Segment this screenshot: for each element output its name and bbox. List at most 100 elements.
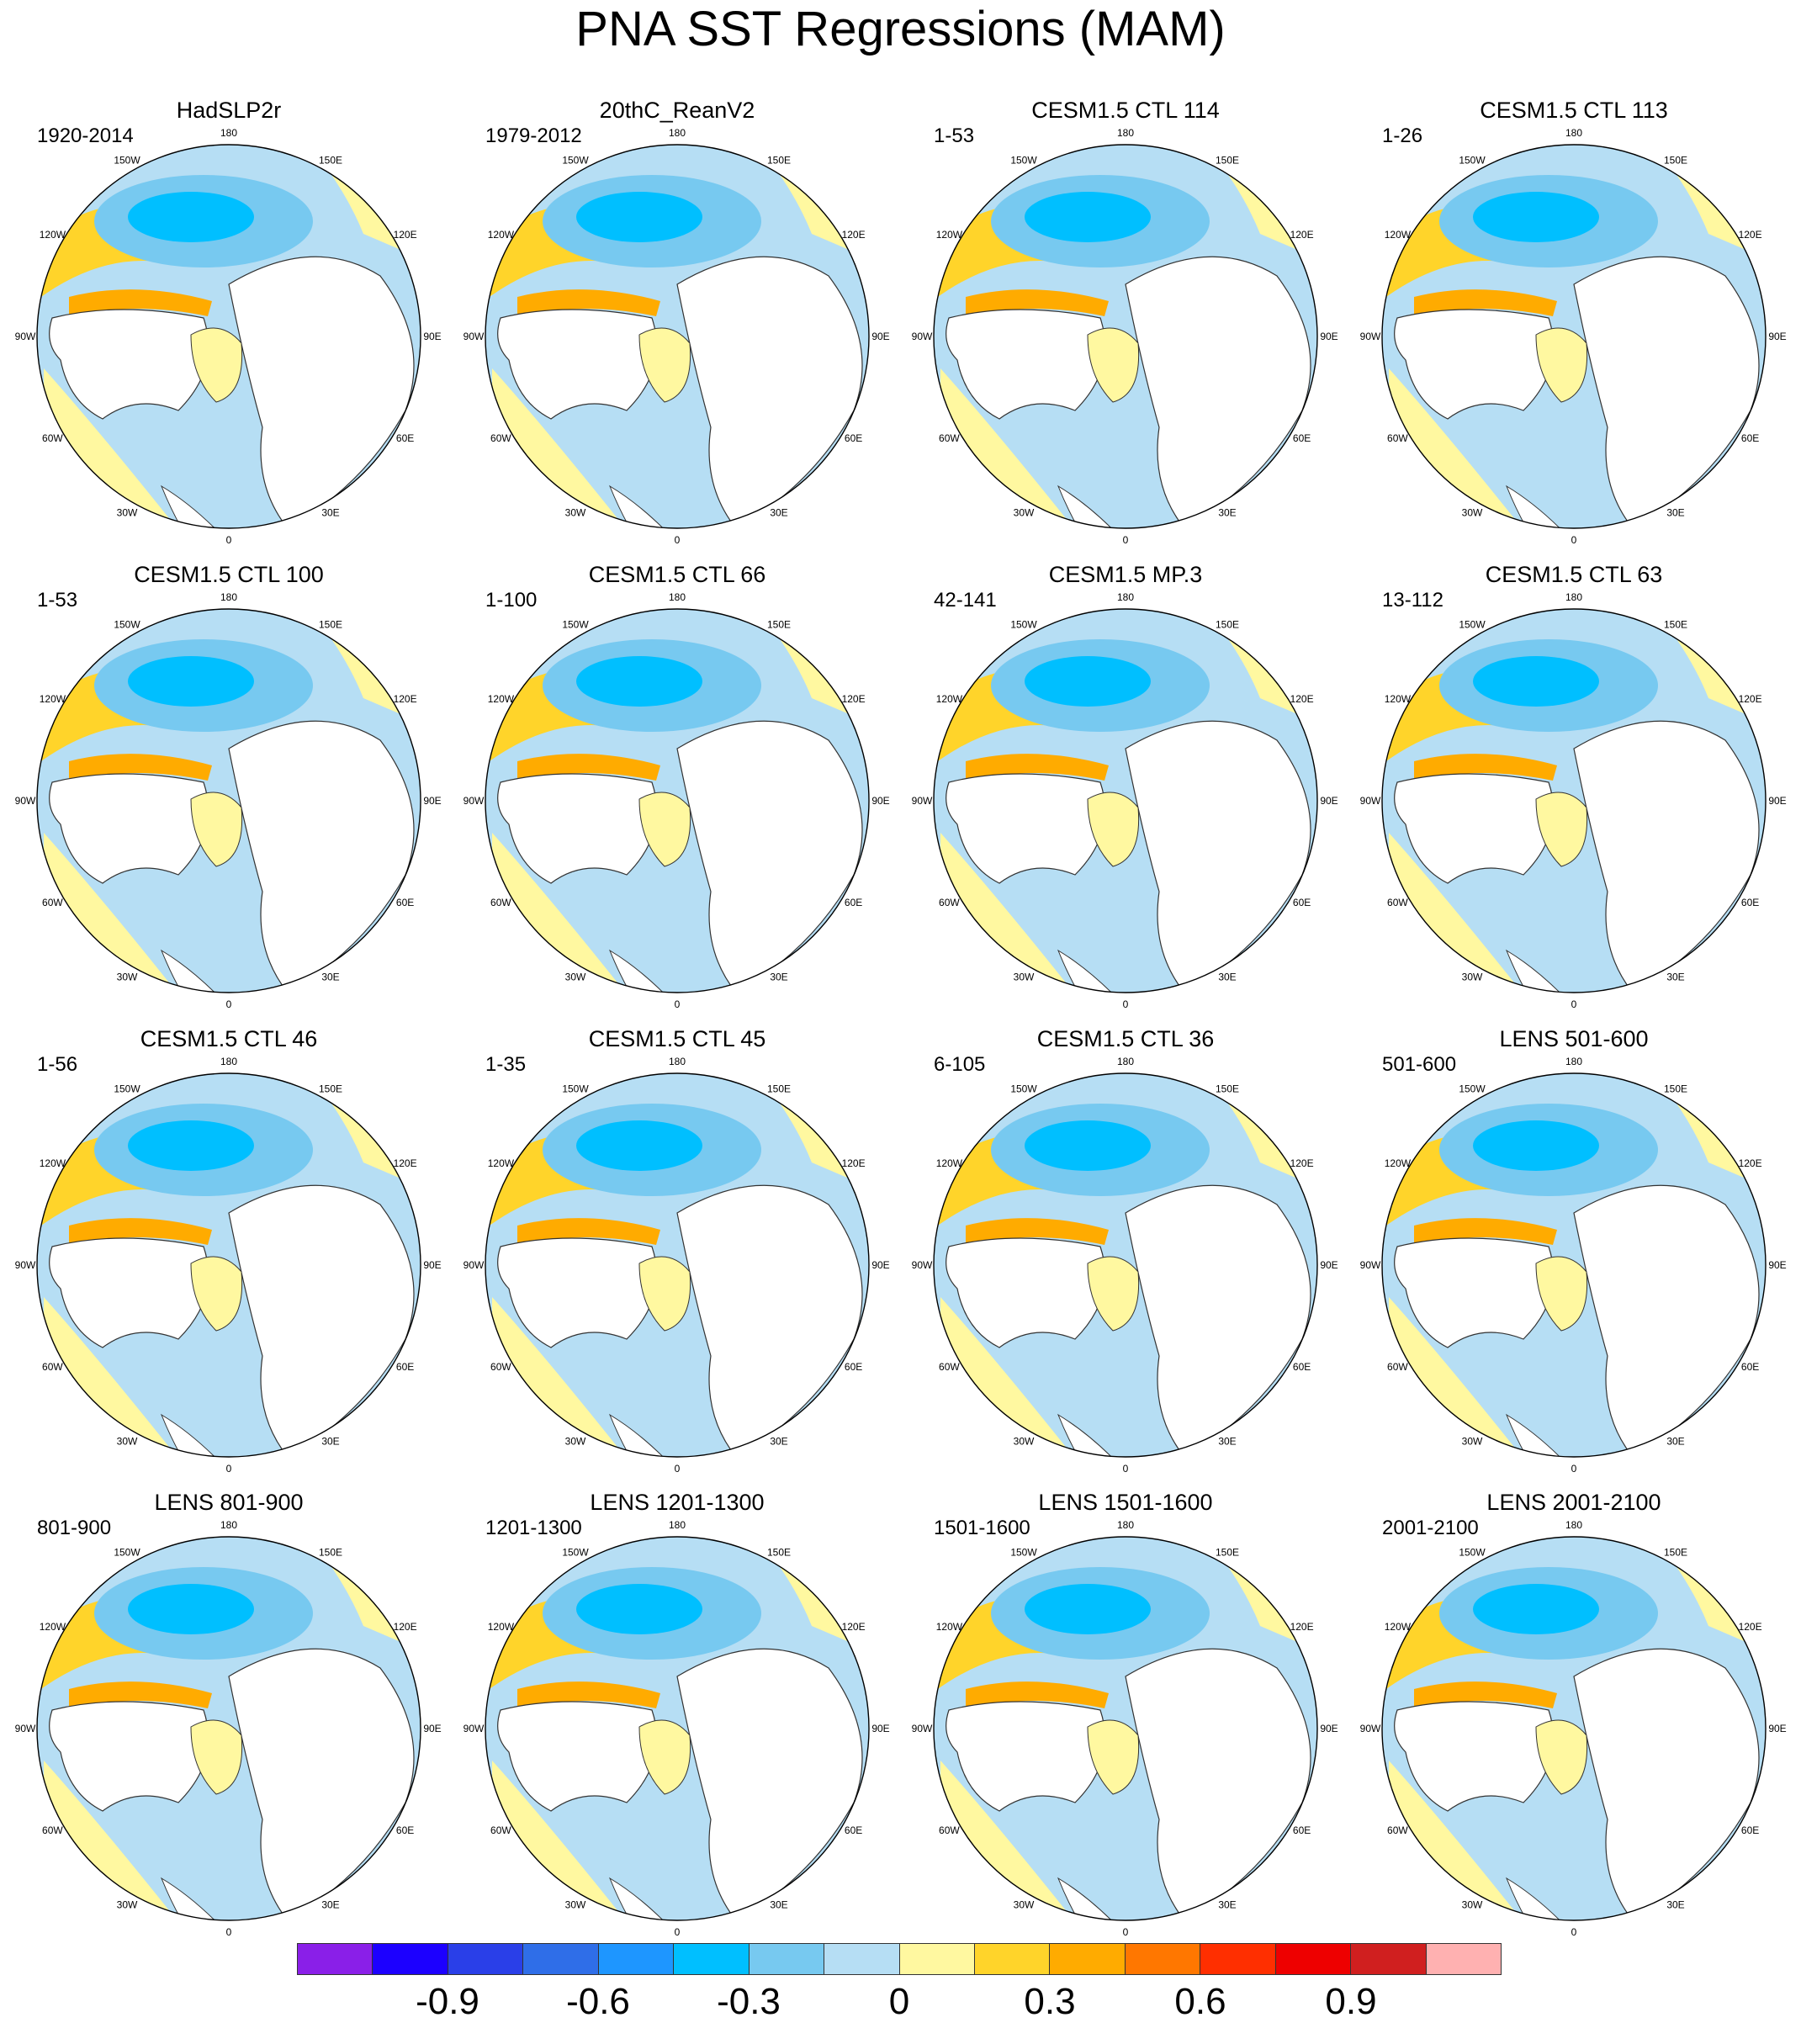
longitude-label: 30W	[1014, 972, 1035, 983]
longitude-label: 150E	[319, 154, 342, 166]
longitude-label: 60W	[42, 432, 63, 444]
longitude-label: 30E	[770, 1436, 787, 1448]
longitude-label: 150E	[1216, 1546, 1239, 1558]
longitude-label: 90W	[1360, 795, 1381, 807]
longitude-label: 120E	[1290, 693, 1314, 705]
longitude-label: 90E	[871, 1723, 889, 1734]
longitude-label: 120E	[394, 693, 417, 705]
longitude-label: 90E	[423, 795, 441, 807]
longitude-label: 90E	[423, 331, 441, 342]
longitude-label: 180	[220, 591, 237, 603]
longitude-label: 150E	[1664, 1083, 1687, 1094]
longitude-label: 120E	[1739, 229, 1762, 241]
longitude-label: 90E	[1768, 331, 1786, 342]
panel-period: 1-26	[1382, 124, 1423, 147]
longitude-label: 120E	[1290, 1621, 1314, 1633]
polar-map: 180 150E 120E 90E 60E 30E 0 30W 60W 90W 120W 150W	[1360, 1056, 1787, 1475]
panel-title: CESM1.5 CTL 100	[134, 562, 324, 587]
longitude-label: 150W	[562, 154, 589, 166]
longitude-label: 90E	[1768, 795, 1786, 807]
longitude-label: 60W	[42, 897, 63, 908]
longitude-label: 180	[669, 591, 686, 603]
longitude-label: 90W	[912, 331, 933, 342]
longitude-label: 120E	[1290, 1157, 1314, 1169]
longitude-label: 60W	[490, 1824, 511, 1836]
polar-map: 180 150E 120E 90E 60E 30E 0 30W 60W 90W 120W 150W	[912, 591, 1338, 1010]
longitude-label: 150E	[1216, 154, 1239, 166]
longitude-label: 180	[1117, 1519, 1134, 1531]
longitude-label: 30W	[117, 507, 138, 519]
map-panel: LENS 801-900 801-900 180 150E 120E 90E 60E 30E 0…	[10, 1483, 448, 1954]
longitude-label: 90E	[423, 1723, 441, 1734]
longitude-label: 90E	[871, 331, 889, 342]
longitude-label: 30E	[321, 972, 339, 983]
longitude-label: 0	[226, 1463, 232, 1475]
colorbar-tick-label: -0.6	[566, 1981, 630, 2022]
panel-title: LENS 501-600	[1499, 1026, 1649, 1051]
longitude-label: 60E	[1293, 897, 1311, 908]
longitude-label: 30W	[565, 972, 586, 983]
longitude-label: 90E	[1320, 1259, 1338, 1271]
longitude-label: 60E	[1293, 1361, 1311, 1373]
longitude-label: 60W	[939, 1361, 960, 1373]
panel-title: LENS 1501-1600	[1038, 1490, 1213, 1515]
longitude-label: 30E	[1218, 507, 1236, 519]
longitude-label: 150W	[1010, 1546, 1037, 1558]
colorbar-tick-label: 0	[888, 1981, 910, 2022]
longitude-label: 180	[1565, 591, 1582, 603]
longitude-label: 60E	[845, 897, 862, 908]
longitude-label: 150W	[114, 1546, 140, 1558]
longitude-label: 60W	[490, 432, 511, 444]
longitude-label: 120W	[936, 693, 963, 705]
longitude-label: 150W	[114, 1083, 140, 1094]
longitude-label: 90W	[15, 1723, 36, 1734]
colorbar-swatch	[1274, 1943, 1351, 1975]
polar-map: 180 150E 120E 90E 60E 30E 0 30W 60W 90W 120W 150W	[1360, 127, 1787, 546]
colorbar-swatch	[597, 1943, 674, 1975]
longitude-label: 120E	[842, 693, 866, 705]
polar-map: 180 150E 120E 90E 60E 30E 0 30W 60W 90W 120W 150W	[463, 1519, 890, 1938]
colorbar-swatch	[1200, 1943, 1275, 1975]
longitude-label: 150E	[319, 1083, 342, 1094]
longitude-label: 60E	[1741, 1361, 1759, 1373]
longitude-label: 30E	[770, 1899, 787, 1911]
longitude-label: 180	[220, 1519, 237, 1531]
longitude-label: 180	[220, 1056, 237, 1067]
longitude-label: 60E	[1741, 1824, 1759, 1836]
map-panel: LENS 2001-2100 2001-2100 180 150E 120E 90E 60E…	[1355, 1483, 1793, 1954]
colorbar-tick-label: 0.9	[1325, 1981, 1377, 2022]
longitude-label: 120W	[1385, 229, 1412, 241]
polar-map: 180 150E 120E 90E 60E 30E 0 30W 60W 90W 120W 150W	[1360, 1519, 1787, 1938]
panel-period: 501-600	[1382, 1053, 1457, 1076]
polar-map: 180 150E 120E 90E 60E 30E 0 30W 60W 90W 120W 150W	[1360, 591, 1787, 1010]
longitude-label: 90W	[15, 1259, 36, 1271]
panel-period: 1-53	[37, 589, 78, 612]
polar-map: 180 150E 120E 90E 60E 30E 0 30W 60W 90W 120W 150W	[15, 591, 442, 1010]
longitude-label: 60W	[1387, 897, 1408, 908]
panel-period: 13-112	[1382, 589, 1443, 612]
longitude-label: 120E	[1739, 693, 1762, 705]
longitude-label: 90W	[15, 795, 36, 807]
panel-title: CESM1.5 CTL 63	[1485, 562, 1663, 587]
longitude-label: 180	[1565, 1519, 1582, 1531]
longitude-label: 150E	[1216, 1083, 1239, 1094]
panel-period: 2001-2100	[1382, 1517, 1479, 1539]
longitude-label: 120E	[1290, 229, 1314, 241]
panel-period: 1979-2012	[485, 124, 582, 147]
panel-period: 42-141	[934, 589, 997, 612]
map-panel: HadSLP2r 1920-2014 180 150E 120E 90E 60E 30E 0 30…	[10, 91, 448, 562]
map-panel: CESM1.5 CTL 46 1-56 180 150E 120E 90E 60E 30E 0 3…	[10, 1019, 448, 1491]
longitude-label: 120W	[40, 229, 66, 241]
longitude-label: 90W	[463, 795, 485, 807]
polar-map: 180 150E 120E 90E 60E 30E 0 30W 60W 90W 120W 150W	[912, 127, 1338, 546]
longitude-label: 60E	[396, 1361, 414, 1373]
longitude-label: 90W	[1360, 1259, 1381, 1271]
map-panel: CESM1.5 CTL 114 1-53 180 150E 120E 90E 60E 30E 0…	[907, 91, 1344, 562]
longitude-label: 30W	[117, 1436, 138, 1448]
longitude-label: 30W	[117, 972, 138, 983]
longitude-label: 30E	[770, 507, 787, 519]
colorbar-swatch	[297, 1943, 373, 1975]
longitude-label: 60W	[1387, 1824, 1408, 1836]
longitude-label: 150W	[562, 1083, 589, 1094]
longitude-label: 150E	[319, 1546, 342, 1558]
